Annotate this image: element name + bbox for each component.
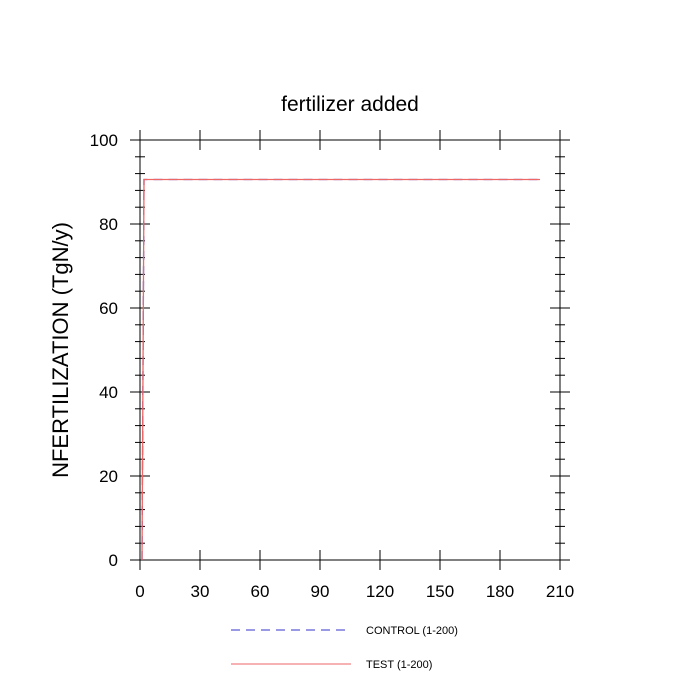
legend-label: TEST (1-200) [366, 659, 432, 671]
legend-label: CONTROL (1-200) [366, 625, 458, 637]
series-line-control [141, 178, 540, 561]
x-tick-label: 0 [135, 582, 144, 601]
y-tick-label: 40 [99, 383, 118, 402]
x-tick-label: 210 [546, 582, 574, 601]
y-tick-label: 60 [99, 299, 118, 318]
x-tick-label: 180 [486, 582, 514, 601]
y-axis-label: NFERTILIZATION (TgN/y) [48, 222, 73, 478]
legend: CONTROL (1-200) TEST (1-200) [231, 625, 458, 671]
x-tick-label: 30 [191, 582, 210, 601]
series-lines [141, 178, 540, 561]
axis-tick-labels: 0 30 60 90 120 150 180 210 0 20 40 60 80 100 [90, 131, 575, 601]
y-tick-label: 80 [99, 215, 118, 234]
x-tick-label: 60 [251, 582, 270, 601]
series-line-test [141, 178, 540, 561]
plot-frame [139, 139, 561, 561]
y-tick-label: 0 [109, 551, 118, 570]
x-tick-label: 120 [366, 582, 394, 601]
chart-title: fertilizer added [281, 93, 419, 116]
y-tick-label: 20 [99, 467, 118, 486]
x-tick-label: 90 [311, 582, 330, 601]
axis-ticks [130, 130, 570, 570]
x-tick-label: 150 [426, 582, 454, 601]
y-tick-label: 100 [90, 131, 118, 150]
